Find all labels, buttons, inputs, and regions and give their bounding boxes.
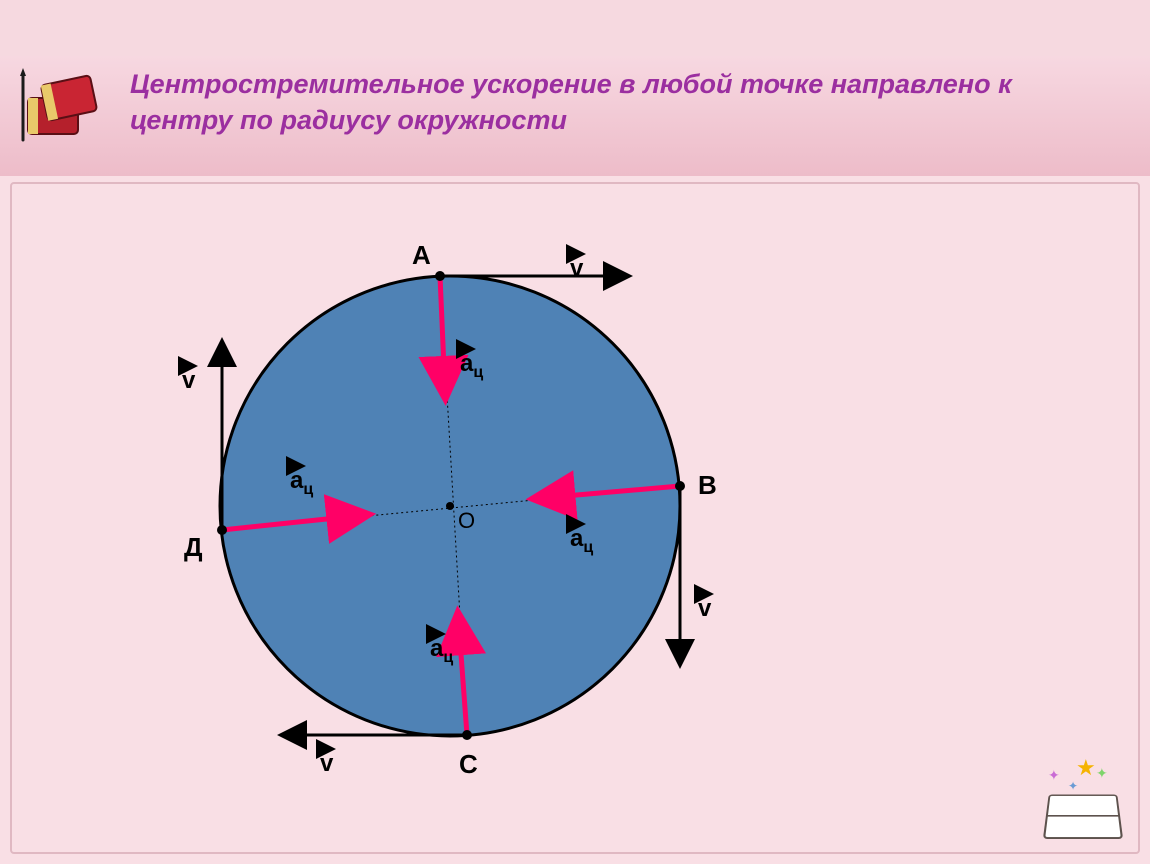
slide-title: Центростремительное ускорение в любой то… xyxy=(130,66,1090,139)
svg-text:v: v xyxy=(570,255,584,282)
books-icon xyxy=(20,60,110,145)
svg-text:v: v xyxy=(698,595,712,622)
svg-text:Д: Д xyxy=(184,532,203,562)
svg-text:v: v xyxy=(182,367,196,394)
svg-text:А: А xyxy=(412,240,431,270)
spiral-binding xyxy=(0,0,1150,58)
svg-text:O: O xyxy=(458,508,475,533)
svg-text:В: В xyxy=(698,470,717,500)
title-band: Центростремительное ускорение в любой то… xyxy=(0,56,1150,178)
svg-text:С: С xyxy=(459,749,478,779)
slide: Центростремительное ускорение в любой то… xyxy=(0,0,1150,864)
svg-text:v: v xyxy=(320,750,334,777)
diagram: АВСДOvvvvaцaцaцaц xyxy=(0,176,1150,864)
